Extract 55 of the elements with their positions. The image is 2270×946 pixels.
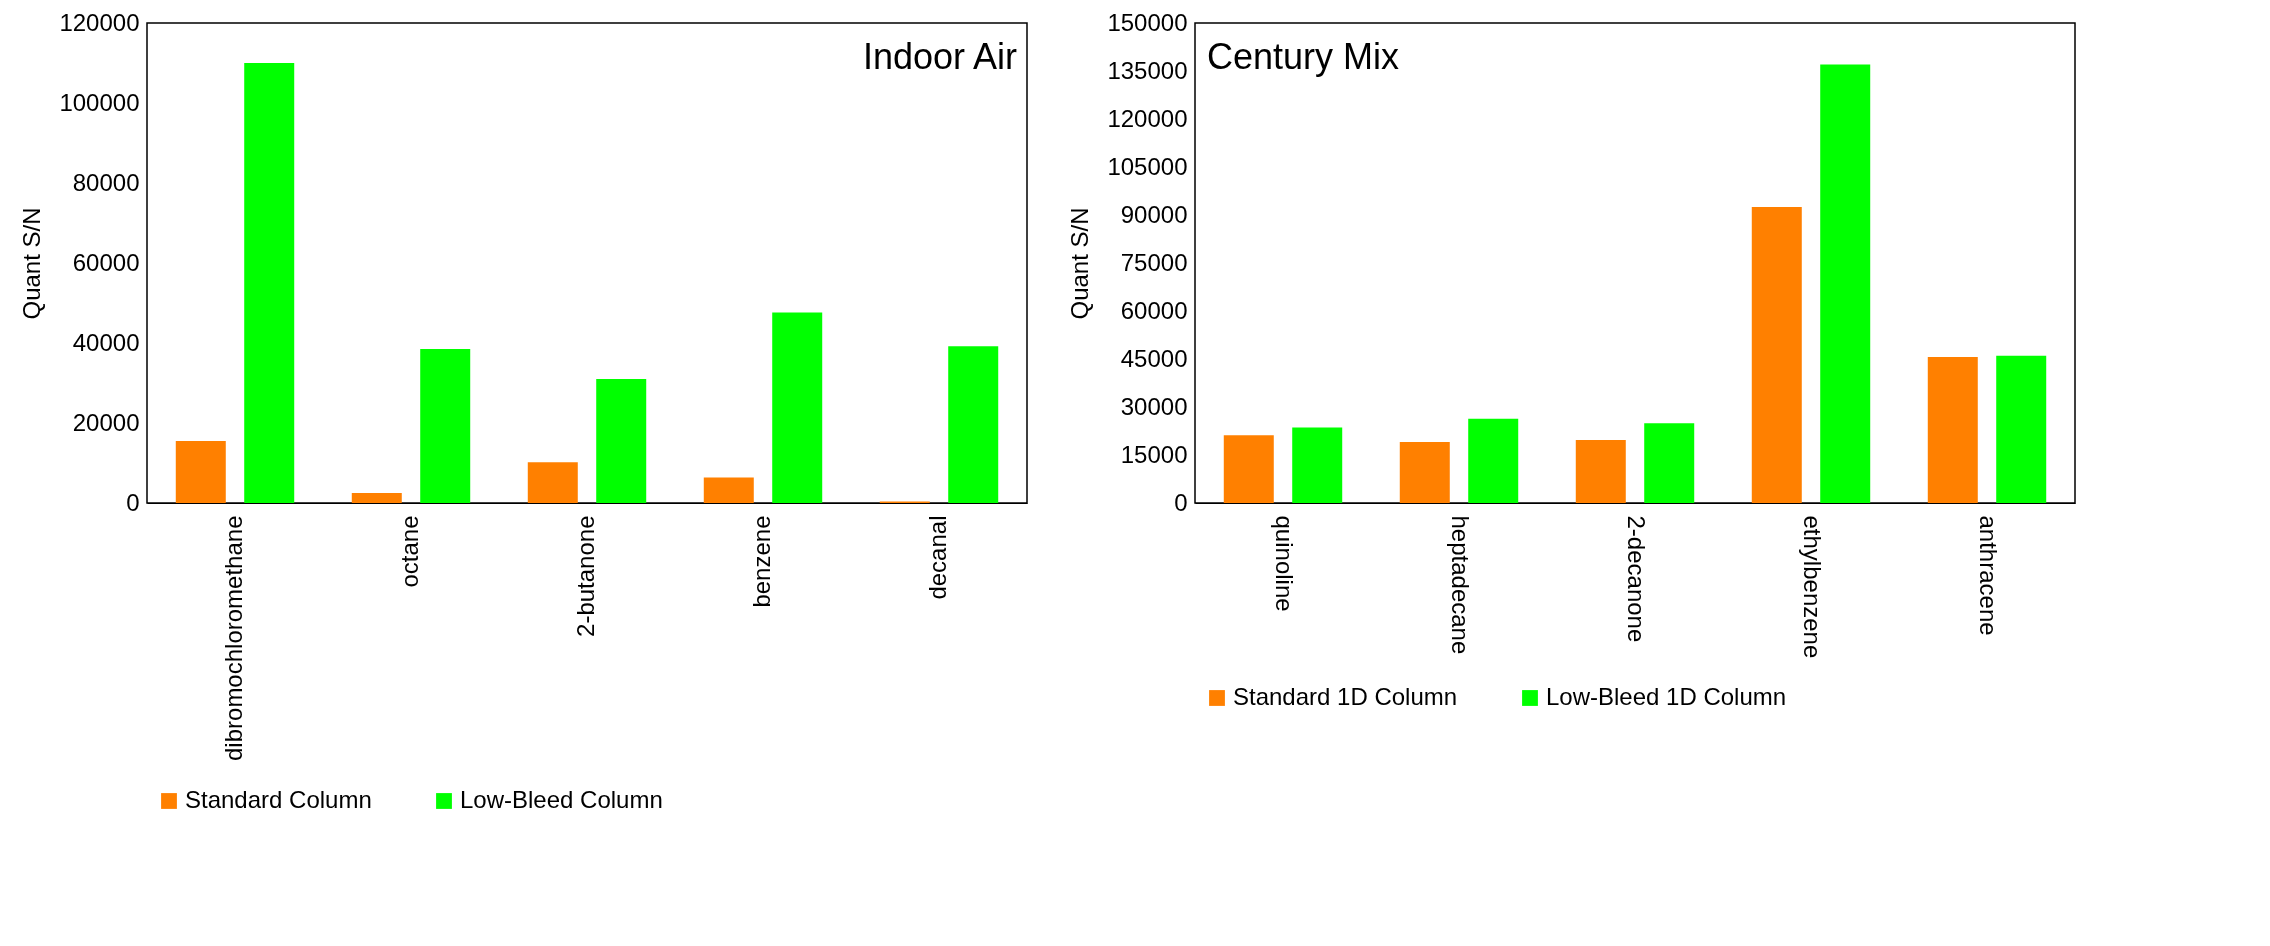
x-tick-label: ethylbenzene [1799,515,1826,659]
bar [527,462,578,503]
bar [175,441,226,503]
bar [1292,427,1343,503]
bar [1820,64,1871,503]
y-axis-title: Quant S/N [18,207,46,320]
y-tick-label: 80000 [72,168,140,196]
y-tick-label: 120000 [1107,104,1188,132]
x-tick-label: 2-decanone [1623,515,1650,643]
x-tick-label: octane [396,515,423,588]
legend-label: Standard 1D Column [1233,683,1458,710]
y-tick-label: 120000 [59,8,140,36]
bar [1996,355,2047,503]
legend-label: Low-Bleed 1D Column [1546,683,1787,710]
bar [1468,418,1519,503]
y-tick-label: 75000 [1120,248,1188,276]
bar [244,63,295,503]
x-tick-label: 2-butanone [572,515,599,637]
y-tick-label: 30000 [1120,392,1188,420]
x-tick-label: benzene [748,515,775,608]
y-tick-label: 40000 [72,328,140,356]
y-tick-label: 90000 [1120,200,1188,228]
bar [420,349,471,503]
annotation: Indoor Air [862,36,1018,77]
bar [351,493,402,503]
x-tick-label: quinoline [1271,515,1298,612]
bar [596,379,647,503]
annotation: Century Mix [1207,36,1400,77]
y-tick-label: 100000 [59,88,140,116]
y-axis-title: Quant S/N [1066,207,1094,320]
x-tick-label: dibromochloromethane [220,515,247,761]
x-tick-label: heptadecane [1447,515,1474,655]
x-tick-label: anthracene [1975,515,2002,636]
bar [1575,439,1626,503]
legend-label: Low-Bleed Column [460,786,663,813]
bar [1399,441,1450,503]
legend-label: Standard Column [185,786,372,813]
y-tick-label: 20000 [72,408,140,436]
x-tick-label: decanal [924,515,951,600]
y-tick-label: 15000 [1120,440,1188,468]
bar [772,312,823,503]
bar [948,346,999,503]
bar [703,477,754,503]
y-tick-label: 135000 [1107,56,1188,84]
bar [1927,357,1978,503]
y-tick-label: 150000 [1107,8,1188,36]
y-tick-label: 0 [126,488,140,516]
y-tick-label: 0 [1174,488,1188,516]
y-tick-label: 45000 [1120,344,1188,372]
y-tick-label: 60000 [72,248,140,276]
bar [1644,423,1695,503]
y-tick-label: 60000 [1120,296,1188,324]
y-tick-label: 105000 [1107,152,1188,180]
bar [1223,435,1274,503]
bar [1751,207,1802,503]
